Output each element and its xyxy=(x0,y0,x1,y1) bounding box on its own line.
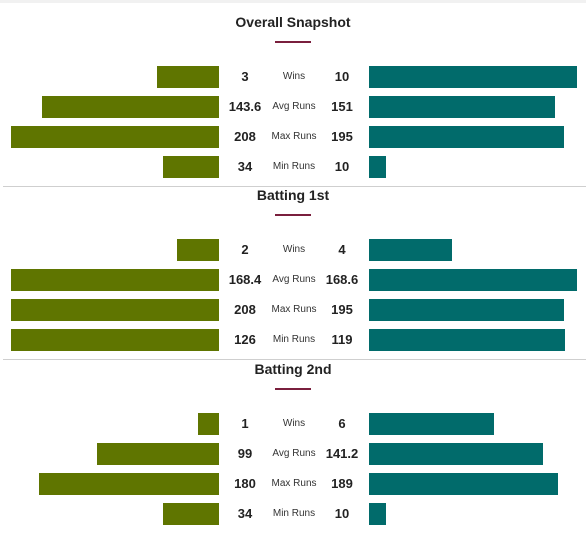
left-value: 208 xyxy=(234,302,256,317)
right-value: 195 xyxy=(331,129,353,144)
section-title: Overall Snapshot xyxy=(235,14,351,30)
left-bar-wins xyxy=(157,66,219,88)
metric-label: Wins xyxy=(282,244,306,255)
section-divider xyxy=(3,186,586,187)
metric-label: Wins xyxy=(282,71,306,82)
left-bar-min-runs xyxy=(11,329,219,351)
right-value: 189 xyxy=(331,476,353,491)
left-value: 126 xyxy=(234,332,256,347)
top-border xyxy=(0,0,586,3)
chart-section-3: Batting 2nd 1 Wins 6 99 Avg Runs 141.2 180 Max R… xyxy=(0,360,586,530)
left-bar-wins xyxy=(198,413,219,435)
metric-label: Avg Runs xyxy=(272,448,316,459)
metric-label: Max Runs xyxy=(271,131,317,142)
right-bar-max-runs xyxy=(369,299,564,321)
right-value: 119 xyxy=(331,332,353,347)
left-bar-max-runs xyxy=(39,473,219,495)
right-value: 195 xyxy=(331,302,353,317)
section-title: Batting 2nd xyxy=(254,361,332,377)
right-bar-min-runs xyxy=(369,329,565,351)
left-value: 143.6 xyxy=(228,99,262,114)
chart-section-2: Batting 1st 2 Wins 4 168.4 Avg Runs 168.6 208 Ma… xyxy=(0,186,586,360)
right-value: 4 xyxy=(338,242,346,257)
metric-label: Max Runs xyxy=(271,478,317,489)
left-bar-wins xyxy=(177,239,219,261)
right-value: 10 xyxy=(334,159,350,174)
left-value: 180 xyxy=(234,476,256,491)
left-value: 168.4 xyxy=(228,272,262,287)
left-bar-max-runs xyxy=(11,126,219,148)
left-value: 34 xyxy=(237,159,253,174)
right-value: 151 xyxy=(331,99,353,114)
right-bar-avg-runs xyxy=(369,269,577,291)
right-bar-wins xyxy=(369,239,452,261)
left-value: 1 xyxy=(241,416,249,431)
right-bar-max-runs xyxy=(369,473,558,495)
metric-label: Min Runs xyxy=(272,508,316,519)
right-bar-avg-runs xyxy=(369,443,543,465)
right-bar-wins xyxy=(369,66,577,88)
left-bar-max-runs xyxy=(11,299,219,321)
right-bar-min-runs xyxy=(369,503,386,525)
left-bar-avg-runs xyxy=(42,96,219,118)
right-value: 10 xyxy=(334,506,350,521)
metric-label: Avg Runs xyxy=(272,274,316,285)
left-bar-min-runs xyxy=(163,503,219,525)
right-value: 6 xyxy=(338,416,346,431)
left-value: 99 xyxy=(237,446,253,461)
left-bar-avg-runs xyxy=(97,443,219,465)
metric-label: Wins xyxy=(282,418,306,429)
metric-label: Min Runs xyxy=(272,161,316,172)
section-title-underline xyxy=(275,214,311,216)
right-value: 168.6 xyxy=(325,272,359,287)
right-bar-max-runs xyxy=(369,126,564,148)
metric-label: Avg Runs xyxy=(272,101,316,112)
right-bar-avg-runs xyxy=(369,96,555,118)
right-bar-min-runs xyxy=(369,156,386,178)
section-title-underline xyxy=(275,388,311,390)
right-bar-wins xyxy=(369,413,494,435)
metric-label: Max Runs xyxy=(271,304,317,315)
chart-section-1: Overall Snapshot 3 Wins 10 143.6 Avg Runs 151 2… xyxy=(0,13,586,187)
left-bar-avg-runs xyxy=(11,269,219,291)
right-value: 10 xyxy=(334,69,350,84)
left-value: 34 xyxy=(237,506,253,521)
left-bar-min-runs xyxy=(163,156,219,178)
right-value: 141.2 xyxy=(325,446,359,461)
section-title: Batting 1st xyxy=(256,187,330,203)
section-title-underline xyxy=(275,41,311,43)
section-divider xyxy=(3,359,586,360)
metric-label: Min Runs xyxy=(272,334,316,345)
left-value: 208 xyxy=(234,129,256,144)
left-value: 2 xyxy=(241,242,249,257)
left-value: 3 xyxy=(241,69,249,84)
